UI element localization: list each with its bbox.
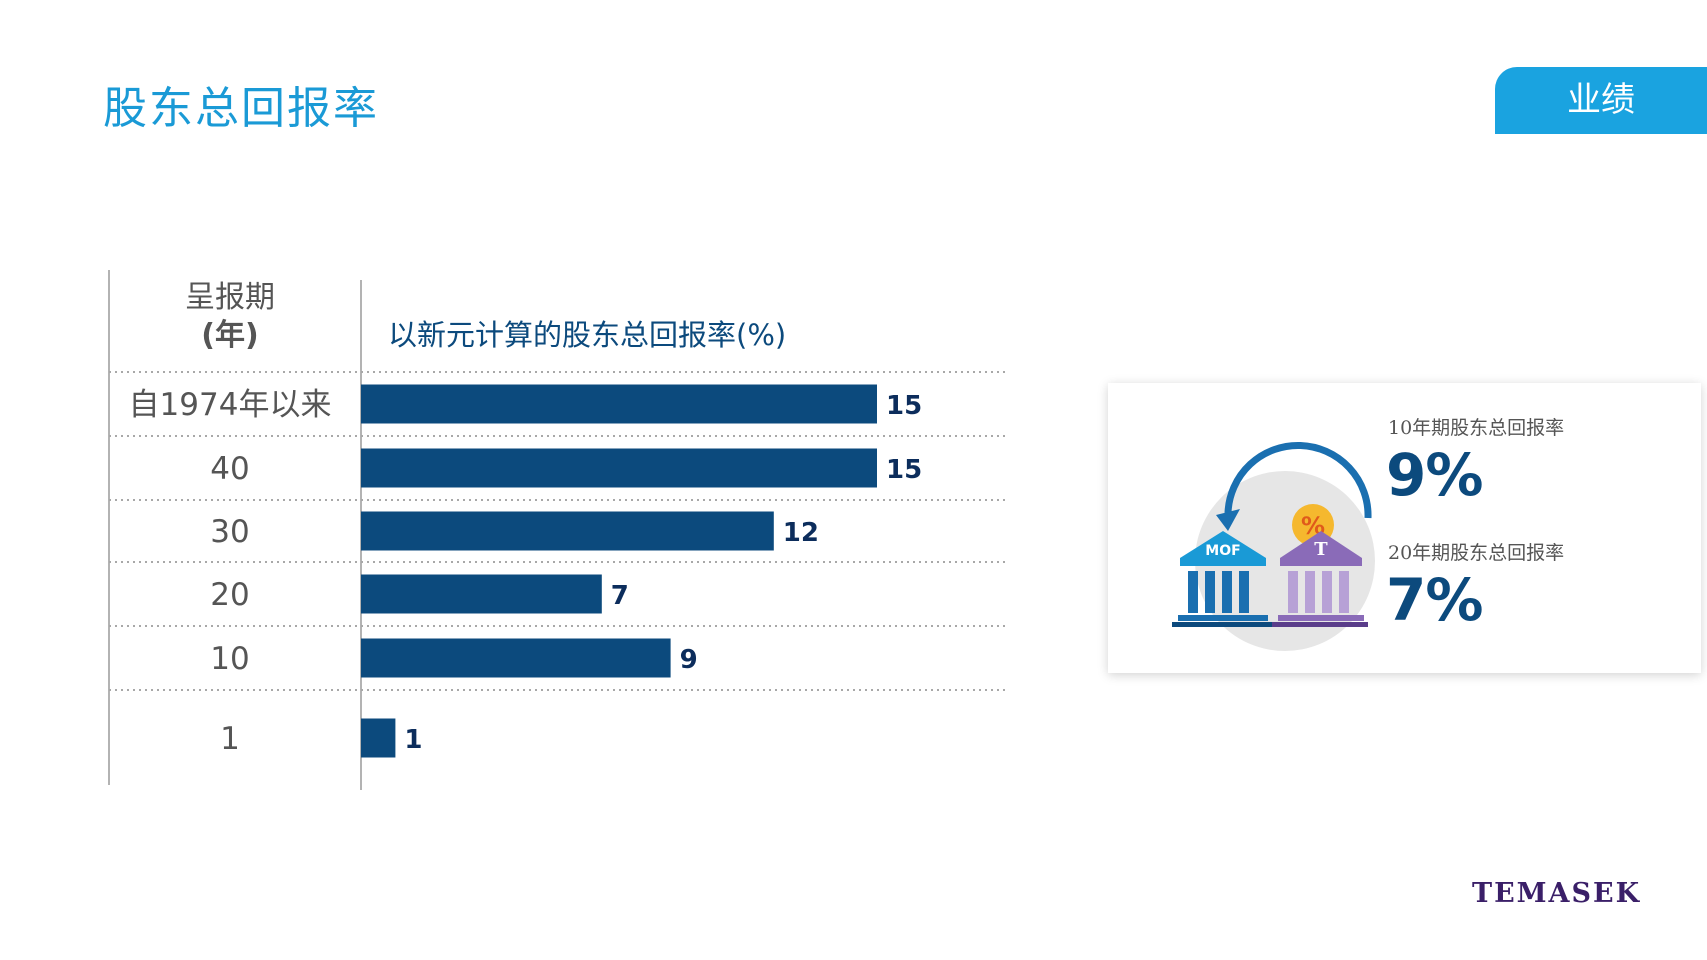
svg-text:MOF: MOF (1205, 543, 1240, 559)
category-label: 自1974年以来 (129, 387, 332, 423)
bar-1 (361, 448, 877, 488)
ten-year-label: 10年期股东总回报率 (1388, 417, 1565, 439)
bar-5 (361, 718, 396, 758)
value-label: 7 (611, 581, 629, 611)
category-label: 40 (210, 451, 249, 487)
bar-2 (361, 511, 774, 551)
temasek-logo: TEMASEK (1472, 878, 1642, 909)
twenty-year-label: 20年期股东总回报率 (1388, 542, 1565, 564)
ten-year-value: 9% (1386, 441, 1483, 509)
bar-3 (361, 574, 602, 614)
summary-panel: % MOF T 10年期股东总回报率 9% 20年期股东总回报率 7% (1108, 383, 1701, 673)
section-tag: 业绩 (1495, 67, 1707, 134)
category-label: 10 (210, 641, 249, 677)
twenty-year-value: 7% (1386, 566, 1483, 634)
page-title: 股东总回报率 (103, 83, 379, 134)
period-column-header: (年) (201, 318, 258, 353)
period-column-header: 呈报期 (185, 280, 275, 315)
category-label: 30 (210, 514, 249, 550)
value-label: 15 (886, 455, 922, 485)
bar-4 (361, 638, 671, 678)
chart-title: 以新元计算的股东总回报率(%) (388, 318, 786, 352)
value-label: 1 (404, 725, 422, 755)
bar-0 (361, 384, 877, 424)
svg-text:T: T (1314, 539, 1328, 560)
category-label: 20 (210, 577, 249, 613)
category-label: 1 (220, 721, 240, 757)
mof-temasek-exchange-icon: % MOF T (1172, 442, 1375, 651)
value-label: 15 (886, 391, 922, 421)
value-label: 12 (783, 518, 819, 548)
value-label: 9 (680, 645, 698, 675)
